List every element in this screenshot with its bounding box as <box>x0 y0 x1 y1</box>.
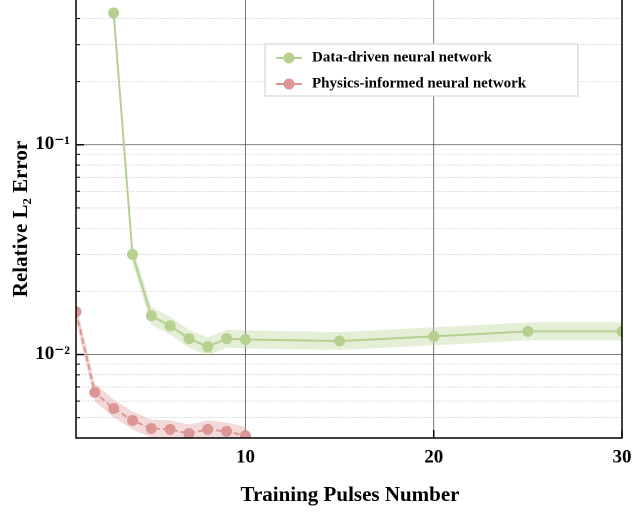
data-point <box>183 333 195 345</box>
axes-frame <box>75 0 623 439</box>
x-axis-label: Training Pulses Number <box>241 482 460 506</box>
y-tick-label: 10⁻² <box>35 343 70 364</box>
series-line <box>112 12 622 348</box>
plot-area <box>76 3 622 438</box>
data-point <box>76 306 82 318</box>
data-point <box>239 430 251 438</box>
data-point <box>183 428 195 438</box>
data-point <box>202 341 214 353</box>
data-point <box>126 414 138 426</box>
data-point <box>108 7 120 19</box>
error-band <box>113 3 622 356</box>
legend-label: Physics-informed neural network <box>312 75 527 91</box>
data-point <box>202 423 214 435</box>
legend-marker <box>283 78 295 90</box>
legend-label: Data-driven neural network <box>312 49 493 65</box>
legend-marker <box>283 52 295 64</box>
legend-box <box>264 43 579 97</box>
data-point <box>164 320 176 332</box>
data-point <box>221 425 233 437</box>
y-axis-label: Relative L₂ Error <box>8 141 32 297</box>
data-point <box>145 422 157 434</box>
data-point <box>334 335 346 347</box>
data-point <box>89 386 101 398</box>
grid <box>76 0 623 438</box>
data-point <box>145 310 157 322</box>
data-point <box>108 402 120 414</box>
data-point <box>239 333 251 345</box>
x-tick-label: 30 <box>613 446 632 467</box>
x-tick-label: 20 <box>424 446 443 467</box>
error-band <box>76 302 246 438</box>
y-tick-label: 10⁻¹ <box>35 133 70 154</box>
data-point <box>616 325 622 337</box>
series-line <box>76 311 246 437</box>
data-point <box>126 248 138 260</box>
data-point <box>428 330 440 342</box>
data-point <box>522 325 534 337</box>
data-point <box>221 333 233 345</box>
x-tick-label: 10 <box>236 446 255 467</box>
data-point <box>164 423 176 435</box>
legend: Data-driven neural network Physics-inform… <box>264 43 579 97</box>
